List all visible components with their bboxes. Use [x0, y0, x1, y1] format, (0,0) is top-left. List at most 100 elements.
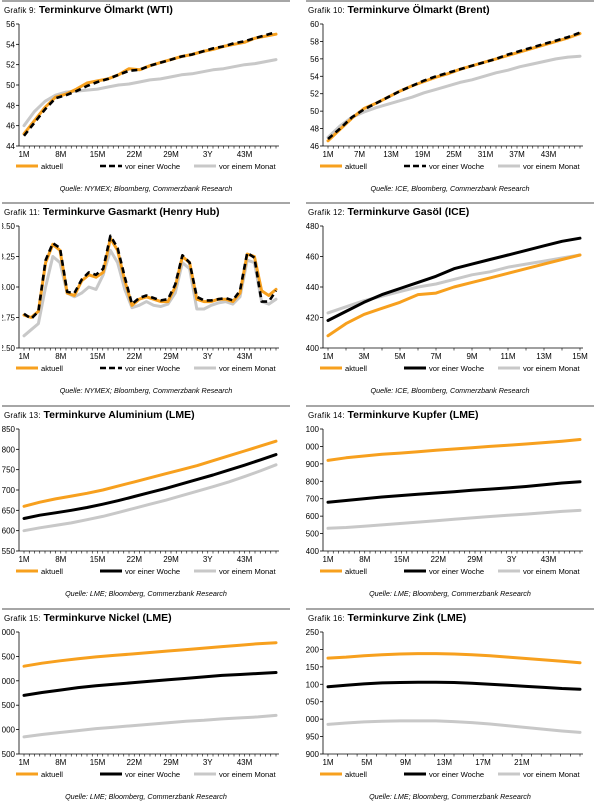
x-tick-label: 7M: [430, 352, 441, 361]
x-tick-label: 43M: [541, 150, 557, 159]
chart-svg: 2.50 2.75 3.00 3.25 3.50 1M 8M 15M 22M 29M 3Y 43M ak…: [2, 222, 279, 373]
legend-label: vor einer Woche: [125, 567, 180, 576]
x-tick-label: 43M: [237, 150, 253, 159]
y-tick-label: 5100: [306, 425, 320, 434]
chart-number-label: Grafik 15:: [4, 614, 41, 623]
x-tick-label: 8M: [55, 555, 66, 564]
series-line-monat: [326, 508, 582, 530]
x-tick-label: 43M: [237, 758, 253, 767]
chart-svg: 44 46 48 50 52 54 56 1M 8M 15M 22M 29M 3Y 43M aktuell v…: [6, 20, 279, 171]
legend-label: vor einem Monat: [523, 567, 580, 576]
y-tick-label: 1750: [2, 466, 16, 475]
legend-label: vor einer Woche: [429, 770, 484, 779]
x-tick-label: 37M: [509, 150, 525, 159]
chart-panel: Grafik 15: Terminkurve Nickel (LME) 8500 9…: [2, 608, 290, 808]
y-tick-label: 1800: [2, 445, 16, 454]
y-tick-label: 46: [310, 142, 319, 151]
series-line-aktuell: [326, 652, 582, 665]
series-line-aktuell: [22, 32, 278, 136]
panel-divider: [306, 0, 594, 2]
x-tick-label: 22M: [126, 555, 142, 564]
x-tick-label: 1M: [18, 758, 29, 767]
x-tick-label: 9M: [400, 758, 411, 767]
chart-source-note: Quelle: ICE, Bloomberg, Commerzbank Rese…: [370, 386, 530, 395]
chart-number-label: Grafik 14:: [308, 411, 345, 420]
series-line-monat: [22, 713, 278, 739]
chart-number-label: Grafik 11:: [4, 208, 41, 217]
y-tick-label: 480: [306, 222, 320, 231]
x-tick-label: 22M: [126, 150, 142, 159]
x-tick-label: 43M: [237, 555, 253, 564]
y-tick-label: 4500: [306, 530, 320, 539]
x-tick-label: 17M: [475, 758, 491, 767]
y-tick-label: 60: [310, 20, 319, 29]
y-tick-label: 11000: [2, 628, 16, 637]
x-tick-label: 19M: [415, 150, 431, 159]
x-tick-label: 29M: [163, 150, 179, 159]
y-tick-label: 1850: [2, 425, 16, 434]
y-tick-label: 2150: [306, 663, 320, 672]
chart-source-note: Quelle: NYMEX; Bloomberg, Commerzbank Re…: [59, 386, 233, 395]
chart-title: Grafik 15: Terminkurve Nickel (LME): [4, 612, 172, 624]
x-tick-label: 3Y: [203, 555, 213, 564]
x-tick-label: 3M: [358, 352, 369, 361]
legend-label: aktuell: [41, 364, 63, 373]
x-tick-label: 22M: [430, 555, 446, 564]
chart-title-text: Terminkurve Ölmarkt (WTI): [38, 4, 173, 16]
x-tick-label: 15M: [90, 150, 106, 159]
y-tick-label: 46: [6, 122, 15, 131]
chart-panel: Grafik 12: Terminkurve Gasöl (ICE) 400 420…: [306, 202, 594, 402]
x-tick-label: 3Y: [507, 555, 517, 564]
y-tick-label: 2000: [306, 715, 320, 724]
y-tick-label: 2.75: [2, 314, 16, 323]
panel-divider: [306, 608, 594, 610]
x-tick-label: 22M: [126, 758, 142, 767]
y-tick-label: 4800: [306, 477, 320, 486]
x-tick-label: 3Y: [203, 352, 213, 361]
chart-title: Grafik 14: Terminkurve Kupfer (LME): [308, 409, 479, 421]
chart-title: Grafik 11: Terminkurve Gasmarkt (Henry H…: [4, 206, 219, 218]
series-line-aktuell: [326, 32, 582, 143]
y-tick-label: 3.50: [2, 222, 16, 231]
series-line-monat: [326, 719, 582, 734]
series-line-monat: [22, 463, 278, 533]
y-tick-label: 4400: [306, 547, 320, 556]
chart-number-label: Grafik 13:: [4, 411, 41, 420]
chart-panel: Grafik 13: Terminkurve Aluminium (LME) 15…: [2, 405, 290, 605]
y-tick-label: 48: [6, 101, 15, 110]
chart-panel: Grafik 11: Terminkurve Gasmarkt (Henry H…: [2, 202, 290, 402]
x-tick-label: 31M: [478, 150, 494, 159]
x-tick-label: 5M: [394, 352, 405, 361]
x-tick-label: 29M: [163, 758, 179, 767]
x-tick-label: 1M: [322, 352, 333, 361]
y-tick-label: 48: [310, 125, 319, 134]
chart-panel: Grafik 10: Terminkurve Ölmarkt (Brent) 46…: [306, 0, 594, 200]
x-tick-label: 29M: [163, 555, 179, 564]
series-line-woche: [326, 680, 582, 691]
legend-label: aktuell: [345, 364, 367, 373]
series-line-aktuell: [22, 236, 278, 319]
series-line-woche: [22, 453, 278, 520]
chart-svg: 1550 1600 1650 1700 1750 1800 1850 1M 8M 15M 22M 29…: [2, 425, 279, 576]
x-tick-label: 1M: [18, 555, 29, 564]
chart-title: Grafik 16: Terminkurve Zink (LME): [308, 612, 466, 624]
y-tick-label: 2.50: [2, 344, 16, 353]
x-tick-label: 1M: [322, 758, 333, 767]
chart-number-label: Grafik 12:: [308, 208, 345, 217]
y-tick-label: 1550: [2, 547, 16, 556]
y-tick-label: 440: [306, 283, 320, 292]
panel-divider: [306, 405, 594, 407]
y-tick-label: 56: [310, 55, 319, 64]
legend-label: aktuell: [345, 162, 367, 171]
x-tick-label: 1M: [18, 150, 29, 159]
series-line-aktuell: [326, 253, 582, 338]
chart-source-note: Quelle: NYMEX; Bloomberg, Commerzbank Re…: [59, 184, 233, 193]
y-tick-label: 58: [310, 37, 319, 46]
y-tick-label: 8500: [2, 750, 16, 759]
series-line-woche: [22, 671, 278, 697]
y-tick-label: 50: [310, 107, 319, 116]
x-tick-label: 13M: [437, 758, 453, 767]
legend-label: vor einem Monat: [523, 364, 580, 373]
